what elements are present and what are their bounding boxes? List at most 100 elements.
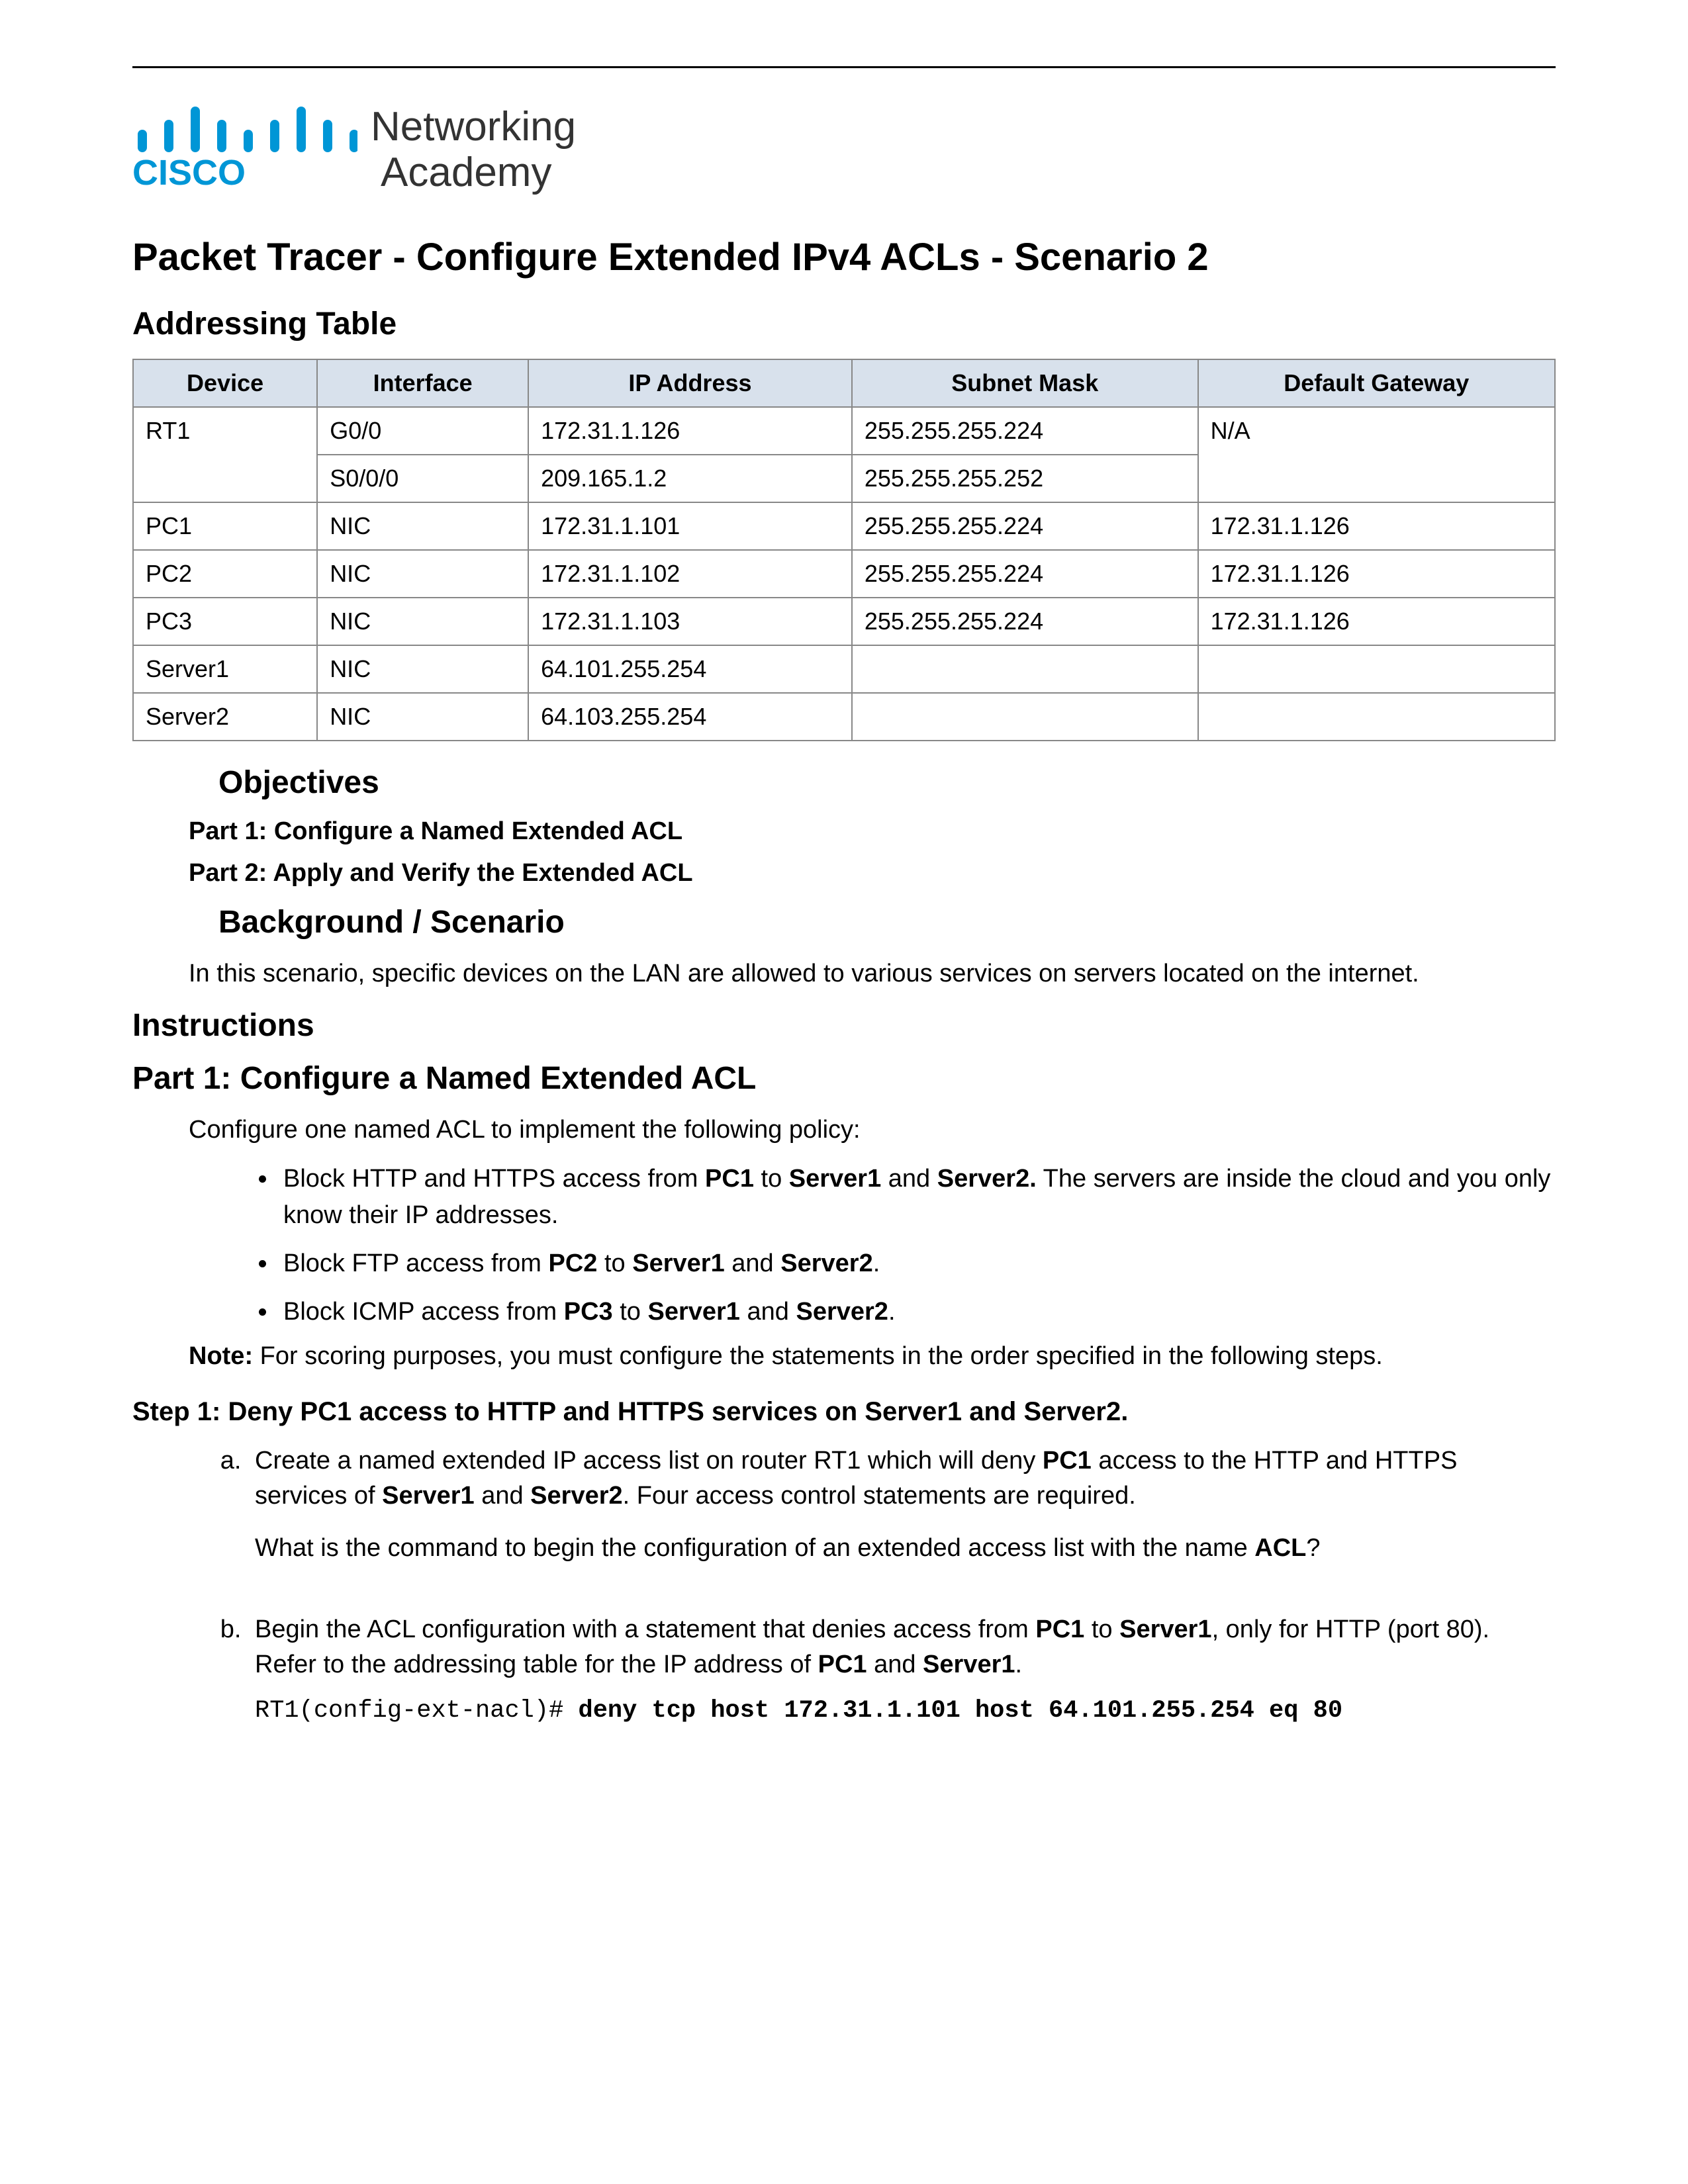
cell-gw (1198, 693, 1555, 741)
step1-heading: Step 1: Deny PC1 access to HTTP and HTTP… (132, 1397, 1556, 1427)
cell-mask: 255.255.255.224 (852, 502, 1198, 550)
text: . (873, 1250, 880, 1277)
text: and (867, 1651, 923, 1678)
list-item: Block ICMP access from PC3 to Server1 an… (278, 1294, 1556, 1330)
text: . (1015, 1651, 1023, 1678)
cell-device: Server1 (133, 645, 317, 693)
bold: Server1 (923, 1651, 1015, 1678)
addressing-table-heading: Addressing Table (132, 306, 1556, 342)
addressing-table: Device Interface IP Address Subnet Mask … (132, 359, 1556, 741)
note-line: Note: For scoring purposes, you must con… (189, 1342, 1556, 1371)
text: . (888, 1298, 896, 1326)
text: Block ICMP access from (283, 1298, 564, 1326)
text: and (881, 1165, 937, 1193)
cell-ip: 172.31.1.102 (528, 550, 852, 598)
instructions-heading: Instructions (132, 1007, 1556, 1044)
cell-ip: 172.31.1.101 (528, 502, 852, 550)
step1-b: Begin the ACL configuration with a state… (248, 1612, 1556, 1729)
cell-device: PC3 (133, 598, 317, 645)
cell-iface: NIC (317, 693, 528, 741)
cell-iface: NIC (317, 550, 528, 598)
list-item: Block HTTP and HTTPS access from PC1 to … (278, 1161, 1556, 1234)
table-row: RT1 G0/0 172.31.1.126 255.255.255.224 N/… (133, 407, 1555, 455)
text: Create a named extended IP access list o… (255, 1447, 1043, 1475)
text: Block FTP access from (283, 1250, 549, 1277)
text: ? (1306, 1534, 1320, 1562)
policy-bullets: Block HTTP and HTTPS access from PC1 to … (278, 1161, 1556, 1330)
cell-mask: 255.255.255.252 (852, 455, 1198, 502)
bold: Server1 (1119, 1615, 1211, 1643)
cell-device: PC2 (133, 550, 317, 598)
text: and (475, 1482, 531, 1510)
logo-cisco-word: CISCO (132, 152, 367, 193)
command: deny tcp host 172.31.1.101 host 64.101.2… (578, 1697, 1342, 1725)
text: . Four access control statements are req… (623, 1482, 1136, 1510)
bold: PC1 (1043, 1447, 1092, 1475)
top-rule (132, 66, 1556, 68)
logo-text-academy: Academy (381, 150, 551, 195)
cell-ip: 64.101.255.254 (528, 645, 852, 693)
text: to (613, 1298, 648, 1326)
table-row: PC3 NIC 172.31.1.103 255.255.255.224 172… (133, 598, 1555, 645)
bold: Server1 (632, 1250, 724, 1277)
cell-iface: NIC (317, 645, 528, 693)
cell-iface: G0/0 (317, 407, 528, 455)
logo-text-networking: Networking (371, 105, 576, 150)
logo-left: Networking CISCO Academy (132, 101, 576, 195)
table-row: PC2 NIC 172.31.1.102 255.255.255.224 172… (133, 550, 1555, 598)
table-row: PC1 NIC 172.31.1.101 255.255.255.224 172… (133, 502, 1555, 550)
bold: Server1 (647, 1298, 739, 1326)
table-header-row: Device Interface IP Address Subnet Mask … (133, 359, 1555, 407)
bold: Server2 (530, 1482, 622, 1510)
cisco-bars-icon (132, 101, 357, 153)
text: What is the command to begin the configu… (255, 1534, 1254, 1562)
page-title: Packet Tracer - Configure Extended IPv4 … (132, 235, 1556, 279)
objectives-heading: Objectives (218, 764, 1556, 801)
cell-ip: 64.103.255.254 (528, 693, 852, 741)
bold: PC1 (818, 1651, 867, 1678)
step1-a: Create a named extended IP access list o… (248, 1443, 1556, 1566)
part1-heading: Part 1: Configure a Named Extended ACL (132, 1060, 1556, 1097)
objective-1: Part 1: Configure a Named Extended ACL (189, 817, 1556, 846)
cell-device: RT1 (133, 407, 317, 502)
step1-list: Create a named extended IP access list o… (248, 1443, 1556, 1729)
bold: Server1 (789, 1165, 881, 1193)
bold: PC1 (705, 1165, 754, 1193)
bold: ACL (1254, 1534, 1306, 1562)
text: to (1084, 1615, 1119, 1643)
note-text: For scoring purposes, you must configure… (253, 1342, 1383, 1370)
cell-mask (852, 645, 1198, 693)
note-label: Note: (189, 1342, 253, 1370)
prompt: RT1(config-ext-nacl)# (255, 1697, 578, 1725)
col-device: Device (133, 359, 317, 407)
cell-gw: 172.31.1.126 (1198, 502, 1555, 550)
command-line: RT1(config-ext-nacl)# deny tcp host 172.… (255, 1694, 1556, 1729)
table-row: Server2 NIC 64.103.255.254 (133, 693, 1555, 741)
col-mask: Subnet Mask (852, 359, 1198, 407)
cell-gw (1198, 645, 1555, 693)
list-item: Block FTP access from PC2 to Server1 and… (278, 1246, 1556, 1282)
cell-mask (852, 693, 1198, 741)
col-ip: IP Address (528, 359, 852, 407)
bold: Server2 (780, 1250, 872, 1277)
cell-mask: 255.255.255.224 (852, 550, 1198, 598)
text: Block HTTP and HTTPS access from (283, 1165, 705, 1193)
cell-iface: NIC (317, 502, 528, 550)
cell-iface: S0/0/0 (317, 455, 528, 502)
text: Begin the ACL configuration with a state… (255, 1615, 1035, 1643)
bold: Server2 (796, 1298, 888, 1326)
cell-gw: 172.31.1.126 (1198, 550, 1555, 598)
background-text: In this scenario, specific devices on th… (189, 957, 1556, 991)
objective-2: Part 2: Apply and Verify the Extended AC… (189, 859, 1556, 887)
bold: Server2. (937, 1165, 1037, 1193)
part1-intro: Configure one named ACL to implement the… (189, 1113, 1556, 1147)
cell-mask: 255.255.255.224 (852, 407, 1198, 455)
cell-ip: 209.165.1.2 (528, 455, 852, 502)
cell-gw: N/A (1198, 407, 1555, 502)
bold: PC1 (1035, 1615, 1084, 1643)
cell-mask: 255.255.255.224 (852, 598, 1198, 645)
cell-device: Server2 (133, 693, 317, 741)
cisco-logo: Networking CISCO Academy (132, 101, 1556, 195)
page: Networking CISCO Academy Packet Tracer -… (0, 0, 1688, 1821)
col-interface: Interface (317, 359, 528, 407)
